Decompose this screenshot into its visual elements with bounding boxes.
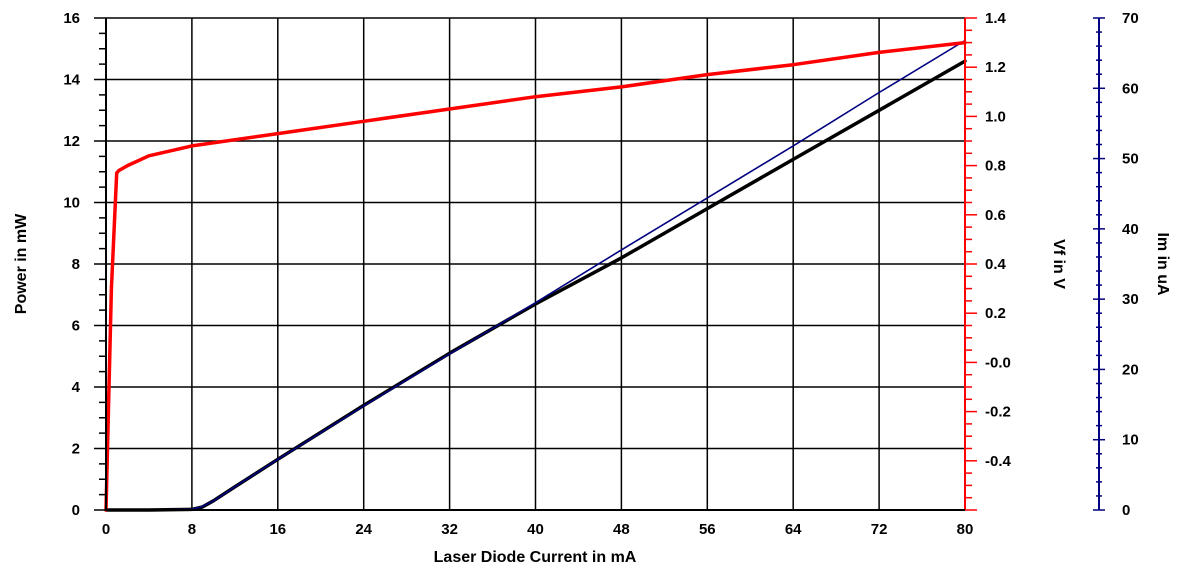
x-tick-label: 8 (188, 521, 196, 538)
power-axis-title: Power in mW (13, 213, 30, 314)
vf-tick-label: 0.6 (985, 207, 1006, 224)
vf-tick-label: -0.0 (985, 354, 1011, 371)
power-tick-label: 12 (63, 133, 80, 150)
x-tick-label: 56 (699, 521, 716, 538)
im-tick-label: 40 (1122, 221, 1139, 238)
x-tick-label: 80 (957, 521, 974, 538)
vf-tick-label: -0.2 (985, 404, 1011, 421)
vf-tick-label: 1.0 (985, 108, 1006, 125)
vf-tick-label: 1.2 (985, 59, 1006, 76)
x-tick-label: 40 (527, 521, 544, 538)
vf-series-line (104, 40, 967, 512)
im-tick-label: 70 (1122, 10, 1139, 27)
power-tick-label: 2 (72, 441, 80, 458)
power-tick-label: 10 (63, 195, 80, 212)
x-axis-title: Laser Diode Current in mA (434, 549, 637, 566)
vf-tick-label: 1.4 (985, 10, 1007, 27)
x-tick-label: 32 (441, 521, 458, 538)
power-tick-label: 4 (72, 379, 81, 396)
vf-tick-label: -0.4 (985, 453, 1012, 470)
power-tick-label: 6 (72, 318, 80, 335)
power-tick-label: 14 (63, 72, 80, 89)
im-tick-label: 30 (1122, 291, 1139, 308)
power-tick-label: 16 (63, 10, 80, 27)
power-tick-label: 0 (72, 502, 80, 519)
im-tick-label: 0 (1122, 502, 1130, 519)
power-tick-label: 8 (72, 256, 80, 273)
im-tick-label: 20 (1122, 361, 1139, 378)
im-tick-label: 60 (1122, 80, 1139, 97)
vf-tick-label: 0.4 (985, 256, 1007, 273)
im-series-line (105, 39, 966, 511)
im-tick-label: 10 (1122, 432, 1139, 449)
series-group (104, 39, 967, 512)
x-tick-label: 0 (102, 521, 110, 538)
vf-tick-label: 0.2 (985, 305, 1006, 322)
x-tick-label: 48 (613, 521, 630, 538)
im-axis-title: Im in uA (1154, 232, 1171, 296)
x-tick-label: 16 (269, 521, 286, 538)
x-tick-label: 72 (871, 521, 888, 538)
x-tick-label: 24 (355, 521, 372, 538)
vf-axis-title: Vf in V (1050, 239, 1067, 289)
vf-tick-label: 0.8 (985, 158, 1006, 175)
im-tick-label: 50 (1122, 151, 1139, 168)
x-tick-label: 64 (785, 521, 802, 538)
